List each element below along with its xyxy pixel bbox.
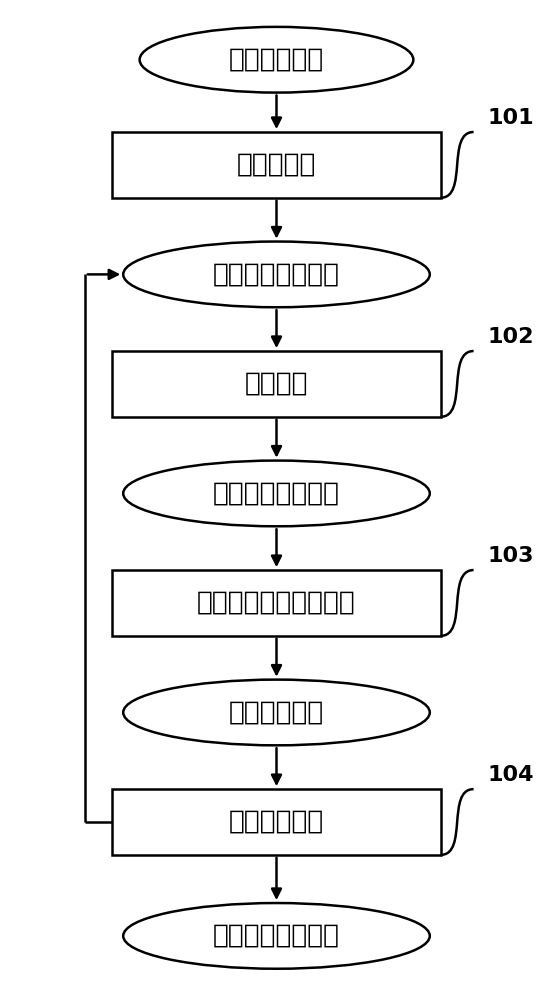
Ellipse shape [123,903,430,969]
Text: 102: 102 [487,327,534,347]
Text: 103: 103 [487,546,534,566]
Text: 保持边界不规则边折量: 保持边界不规则边折量 [197,590,356,616]
Text: 网格简化辅助信息: 网格简化辅助信息 [213,480,340,506]
Text: 层次结构组织: 层次结构组织 [229,809,324,835]
Text: 顶点重采样: 顶点重采样 [237,152,316,178]
Ellipse shape [123,680,430,745]
Bar [112,132,441,198]
Text: 地形规则网格数据: 地形规则网格数据 [213,261,340,287]
Bar [112,789,441,855]
Ellipse shape [140,27,413,93]
Text: 104: 104 [487,765,534,785]
Bar [112,570,441,636]
Ellipse shape [123,242,430,307]
Text: 数字高程模型: 数字高程模型 [229,47,324,73]
Text: 数据转换: 数据转换 [245,371,308,397]
Ellipse shape [123,461,430,526]
Text: 101: 101 [487,108,534,128]
Text: 保持边界地形格式: 保持边界地形格式 [213,923,340,949]
Text: 地形简化网格: 地形简化网格 [229,699,324,725]
Bar [112,351,441,417]
